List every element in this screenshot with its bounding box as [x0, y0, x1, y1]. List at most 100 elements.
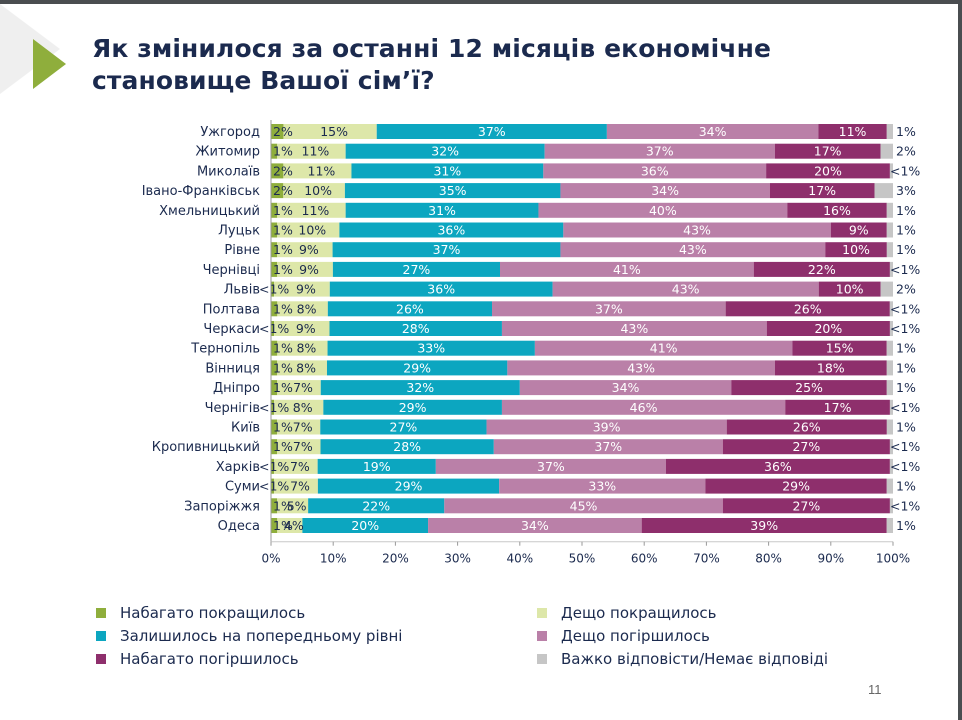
bar-segment [705, 478, 887, 494]
bar-segment [327, 340, 535, 356]
bar-segment [501, 399, 786, 415]
category-label: Харків [216, 460, 260, 475]
bar-segment [766, 321, 890, 336]
bar-segment [722, 439, 890, 455]
data-label: 1% [896, 124, 916, 139]
bar-segment [277, 518, 303, 533]
bar-segment [320, 419, 487, 435]
bar-segment [886, 222, 893, 238]
x-tick-label: 60% [631, 552, 658, 566]
category-label: Чернігів [205, 401, 260, 416]
data-label: 1% [896, 360, 916, 375]
data-label: 22% [362, 498, 390, 513]
bar-segment [560, 183, 770, 199]
bar-segment [283, 163, 352, 179]
category-label: Черкаси [203, 322, 260, 337]
bar-segment [886, 360, 893, 376]
data-label: 27% [390, 420, 418, 435]
x-tick-label: 80% [755, 552, 782, 566]
bar-segment [317, 458, 436, 474]
bar-segment [874, 183, 893, 199]
legend-label: Набагато покращилось [120, 603, 306, 622]
bar-segment [277, 301, 328, 317]
bar-segment [271, 301, 278, 317]
data-label: 37% [433, 242, 461, 257]
legend-label: Дещо покращилось [561, 603, 717, 622]
bar-segment [271, 124, 284, 139]
data-label: 8% [293, 400, 313, 415]
data-label: 28% [393, 439, 421, 454]
data-label: 45% [570, 498, 598, 513]
data-label: 26% [396, 301, 424, 316]
data-label: 32% [431, 144, 459, 159]
bar-segment [376, 124, 607, 139]
bar-segment [277, 419, 321, 435]
bar-segment [886, 419, 893, 435]
data-label: <1% [259, 282, 289, 297]
data-label: 32% [406, 380, 434, 395]
data-label: 40% [649, 203, 677, 218]
data-label: <1% [890, 400, 920, 415]
data-label: 31% [433, 163, 461, 178]
bar-segment [785, 399, 890, 415]
data-label: 41% [613, 262, 641, 277]
category-label: Хмельницький [159, 204, 260, 219]
category-label: Київ [231, 421, 260, 436]
data-label: 41% [650, 341, 678, 356]
data-label: 9% [299, 242, 319, 257]
data-label: <1% [259, 400, 289, 415]
bar-segment [435, 458, 666, 474]
bar-segment [726, 419, 887, 435]
category-label: Івано-Франківськ [142, 184, 260, 199]
bar-segment [830, 222, 887, 238]
bar-segment [560, 242, 826, 258]
data-label: 1% [273, 242, 293, 257]
data-label: <1% [890, 262, 920, 277]
legend-label: Дещо погіршилось [561, 626, 710, 645]
bar-segment [271, 518, 278, 533]
category-label: Рівне [224, 243, 260, 258]
bar-segment [271, 163, 284, 179]
x-tick-label: 90% [817, 552, 844, 566]
bar-segment [271, 281, 275, 297]
bar-segment [327, 301, 493, 317]
data-label: <1% [890, 301, 920, 316]
legend-swatch [537, 630, 547, 641]
bar-segment [889, 498, 893, 514]
category-label: Львів [224, 283, 260, 298]
data-label: 2% [273, 183, 293, 198]
data-label: 29% [782, 479, 810, 494]
bar-segment [766, 163, 890, 179]
x-tick-label: 100% [876, 552, 910, 566]
window-top-border [0, 0, 962, 4]
play-triangle-icon [33, 39, 66, 89]
data-label: 1% [896, 242, 916, 257]
data-label: 27% [792, 439, 820, 454]
bar-segment [886, 242, 893, 258]
bar-segment [493, 439, 723, 455]
data-label: <1% [259, 459, 289, 474]
data-label: <1% [890, 459, 920, 474]
legend-item: Набагато покращилось [96, 601, 402, 624]
data-label: 7% [293, 439, 313, 454]
data-label: 37% [478, 124, 506, 139]
data-label: 37% [595, 301, 623, 316]
category-label: Одеса [218, 519, 260, 534]
bar-segment [889, 321, 893, 336]
bar-segment [889, 458, 893, 474]
data-label: 17% [808, 183, 836, 198]
x-tick-label: 30% [444, 552, 471, 566]
bar-segment [606, 124, 819, 139]
page-number: 11 [868, 682, 882, 697]
bar-segment [519, 380, 732, 396]
data-label: 27% [792, 498, 820, 513]
bar-segment [499, 478, 706, 494]
bar-segment [725, 301, 890, 317]
data-label: 1% [273, 360, 293, 375]
data-label: 37% [594, 439, 622, 454]
bar-segment [889, 261, 893, 277]
bar-segment [492, 301, 726, 317]
data-label: 26% [794, 301, 822, 316]
bar-segment [271, 261, 278, 277]
data-label: 17% [824, 400, 852, 415]
